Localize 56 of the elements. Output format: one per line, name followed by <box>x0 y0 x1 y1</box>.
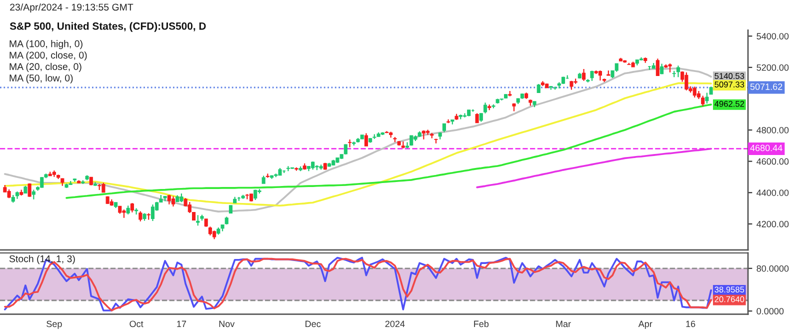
candlestick <box>171 196 176 208</box>
candlestick <box>130 202 134 213</box>
ref-line-label: 4680.44 <box>750 144 782 152</box>
x-tick-label: 17 <box>177 320 186 328</box>
data-label: 4962.52 <box>714 100 744 107</box>
candlestick <box>426 129 430 136</box>
candlestick <box>422 130 426 140</box>
data-label: 5140.53 <box>714 73 744 79</box>
y-tick-label: 4600.00 <box>756 158 789 165</box>
x-tick-label: Sep <box>46 320 62 329</box>
x-tick-label: 2024 <box>385 320 405 328</box>
chart-subtitle: 23/Apr/2024 - 19:13:55 GMT <box>10 3 134 13</box>
y-tick-label: 80.0000 <box>756 265 789 272</box>
x-tick-label: Mar <box>556 320 571 328</box>
y-tick-label: 4800.00 <box>756 126 789 134</box>
candlestick <box>364 132 368 147</box>
x-tick-label: 16 <box>686 320 696 328</box>
candlestick <box>656 58 660 76</box>
x-tick-label: Apr <box>638 320 652 329</box>
candlestick <box>344 144 348 155</box>
candlestick <box>102 182 106 194</box>
candlestick <box>705 92 709 104</box>
x-tick-label: Nov <box>219 320 235 328</box>
annotation: Stoch (14, 1, 3) <box>9 255 75 264</box>
data-label: 5097.33 <box>714 82 744 88</box>
candlestick <box>676 65 680 78</box>
x-tick-label: Feb <box>474 320 489 328</box>
x-tick-label: Oct <box>130 320 144 328</box>
data-label: 20.7640 <box>714 296 744 302</box>
ref-line-label: 5071.62 <box>750 84 782 90</box>
x-tick-label: Dec <box>306 320 321 328</box>
y-tick-label: 4400.00 <box>756 190 789 196</box>
annotation: MA (100, high, 0) <box>10 40 82 50</box>
candlestick <box>684 72 688 91</box>
annotation: MA (20, close, 0) <box>10 62 82 72</box>
candlestick <box>590 70 594 82</box>
candlestick <box>348 139 352 148</box>
candlestick <box>701 95 705 107</box>
candlestick <box>188 201 192 214</box>
candlestick <box>475 112 479 124</box>
y-tick-label: 5400.00 <box>756 33 789 40</box>
y-tick-label: 5200.00 <box>756 64 789 71</box>
candlestick <box>598 70 602 82</box>
candlestick <box>692 86 696 98</box>
candlestick <box>286 166 290 172</box>
annotation: MA (200, close, 0) <box>10 51 87 61</box>
candlestick <box>582 68 586 82</box>
annotation: MA (50, low, 0) <box>10 74 73 84</box>
y-tick-label: 0.0000 <box>756 308 784 314</box>
candlestick <box>150 204 155 222</box>
candlestick <box>32 189 36 200</box>
candlestick <box>462 112 467 118</box>
y-tick-label: 4200.00 <box>756 220 789 228</box>
candlestick <box>138 210 142 222</box>
chart-title: S&P 500, United States, (CFD):US500, D <box>10 22 206 32</box>
data-label: 38.9585 <box>714 286 744 292</box>
